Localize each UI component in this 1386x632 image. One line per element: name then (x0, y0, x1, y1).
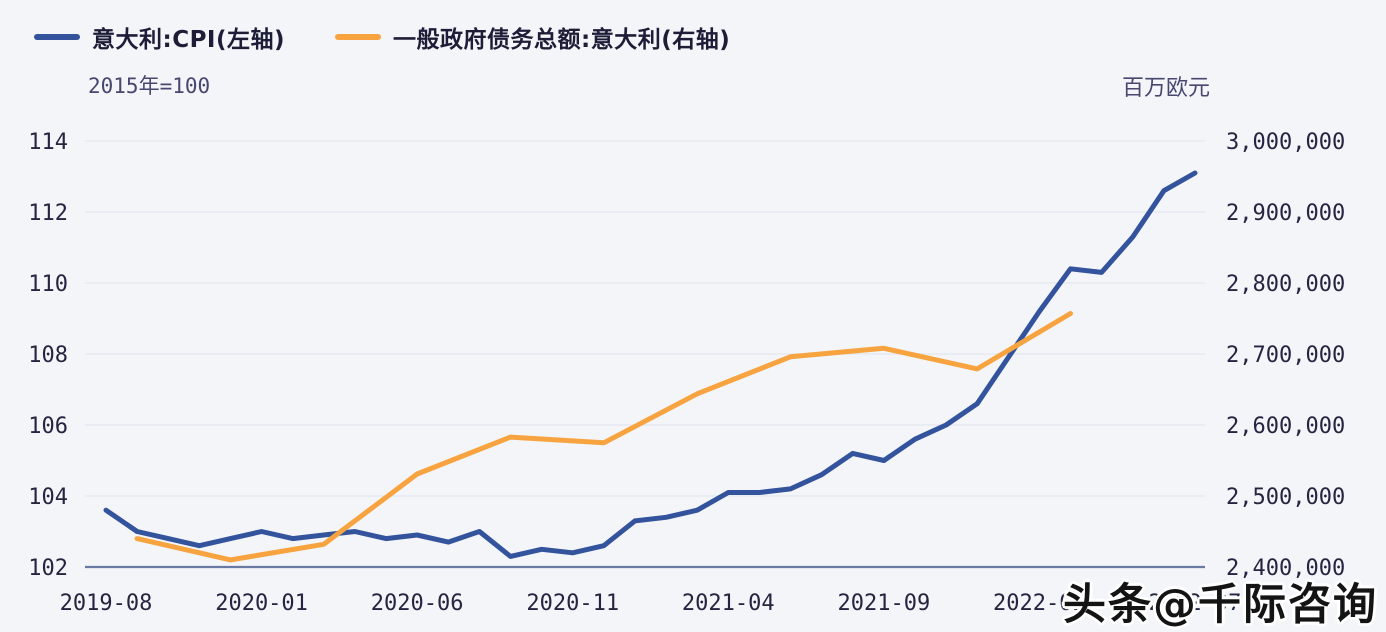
y-axis-tick-left: 104 (28, 485, 68, 510)
x-axis-tick: 2021-09 (837, 591, 930, 616)
x-axis-tick: 2019-08 (60, 591, 153, 616)
legend-item-cpi: 意大利:CPI(左轴) (34, 20, 285, 54)
right-axis-title: 百万欧元 (1121, 76, 1210, 101)
legend: 意大利:CPI(左轴) 一般政府债务总额:意大利(右轴) (34, 20, 730, 54)
x-axis-tick: 2022-07 (1149, 591, 1242, 616)
y-axis-tick-right: 2,900,000 (1226, 201, 1345, 226)
left-axis-subtitle: 2015年=100 (88, 74, 211, 98)
y-axis-tick-left: 102 (28, 556, 68, 581)
y-axis-tick-left: 110 (28, 272, 68, 297)
x-axis-tick: 2020-06 (371, 591, 464, 616)
x-axis-tick: 2020-01 (215, 591, 308, 616)
x-axis-tick: 2021-04 (682, 591, 775, 616)
x-axis-tick: 2022-02 (993, 591, 1086, 616)
legend-label-cpi: 意大利:CPI(左轴) (92, 27, 286, 53)
y-axis-tick-right: 2,400,000 (1226, 556, 1345, 581)
watermark: 头条@千际咨询 (1063, 580, 1378, 630)
debt-line (134, 311, 1073, 563)
y-axis-tick-left: 106 (28, 414, 68, 439)
y-axis-tick-left: 108 (28, 343, 68, 368)
y-axis-tick-left: 112 (28, 201, 68, 226)
y-axis-tick-right: 2,700,000 (1226, 343, 1345, 368)
debt-line-swatch-icon (335, 34, 382, 40)
legend-item-debt: 一般政府债务总额:意大利(右轴) (335, 20, 730, 54)
y-axis-tick-right: 3,000,000 (1226, 130, 1345, 155)
cpi-line (103, 170, 1198, 559)
y-axis-tick-right: 2,500,000 (1226, 485, 1345, 510)
cpi-line-swatch-icon (34, 34, 80, 40)
legend-label-debt: 一般政府债务总额:意大利(右轴) (393, 27, 731, 53)
x-axis-tick: 2020-11 (526, 591, 619, 616)
y-axis-tick-right: 2,800,000 (1226, 272, 1345, 297)
y-axis-tick-right: 2,600,000 (1226, 414, 1345, 439)
y-axis-tick-left: 114 (28, 130, 68, 155)
